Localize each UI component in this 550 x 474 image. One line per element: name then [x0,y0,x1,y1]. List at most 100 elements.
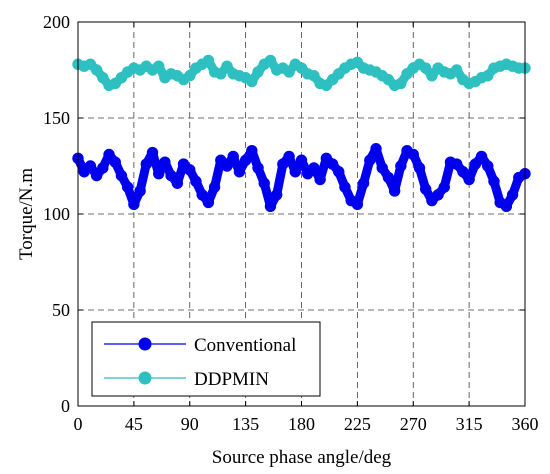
legend-marker-ddpmin [138,371,152,385]
data-point-conventional [407,148,419,161]
y-axis-label: Torque/N.m [16,168,37,260]
data-point-conventional [233,166,246,178]
data-point-conventional [277,158,289,170]
data-point-ddpmin [202,54,215,67]
data-point-conventional [165,169,177,182]
x-tick-label: 270 [400,414,427,434]
data-point-ddpmin [215,68,227,80]
data-point-conventional [270,189,283,201]
x-tick-label: 225 [344,414,371,434]
legend-entry-ddpmin: DDPMIN [104,369,269,390]
data-point-conventional [438,181,450,193]
x-tick-label: 315 [456,414,483,434]
data-point-conventional [134,185,146,197]
data-point-conventional [128,198,140,211]
x-tick-label: 135 [232,414,259,434]
data-point-ddpmin [283,66,295,78]
data-point-conventional [326,158,339,170]
data-point-conventional [84,160,97,172]
data-point-conventional [457,166,469,178]
data-point-conventional [202,196,215,209]
data-point-conventional [388,185,401,197]
data-point-conventional [246,144,258,157]
data-point-ddpmin [395,77,407,90]
data-point-conventional [289,166,301,178]
data-point-conventional [115,169,128,182]
y-tick-label: 50 [52,300,70,320]
y-tick-label: 0 [61,396,70,416]
x-tick-label: 180 [288,414,315,434]
data-point-conventional [351,198,364,211]
data-point-conventional [339,181,351,193]
data-point-conventional [258,177,270,189]
data-point-conventional [451,158,463,170]
data-point-ddpmin [451,64,463,76]
legend-label-ddpmin: DDPMIN [194,369,269,390]
y-tick-label: 150 [43,108,70,128]
data-point-conventional [364,154,376,166]
data-point-conventional [469,158,482,170]
data-point-conventional [382,171,395,184]
data-point-conventional [376,162,388,174]
data-point-conventional [146,146,159,159]
data-point-conventional [482,160,494,172]
data-point-conventional [227,150,239,163]
data-point-conventional [159,156,171,168]
data-point-conventional [121,181,134,193]
data-point-ddpmin [308,70,320,82]
series-ddpmin [72,54,531,92]
data-point-conventional [357,177,370,189]
data-point-conventional [190,175,202,188]
y-tick-label: 200 [43,12,70,32]
x-axis-label: Source phase angle/deg [212,447,392,468]
data-point-ddpmin [184,70,196,82]
data-point-conventional [208,181,221,193]
data-point-conventional [314,173,326,186]
data-point-ddpmin [153,60,165,72]
data-point-conventional [196,189,208,201]
data-point-conventional [413,162,426,174]
data-point-conventional [140,158,152,170]
x-tick-label: 360 [512,414,539,434]
data-point-conventional [475,150,488,163]
data-point-conventional [239,154,252,166]
data-point-conventional [333,166,345,178]
series-conventional [72,143,531,213]
data-point-conventional [97,162,109,174]
legend-box [91,321,321,397]
data-point-conventional [419,183,432,195]
data-point-conventional [432,189,444,201]
data-point-ddpmin [221,60,233,72]
data-point-conventional [295,154,308,166]
data-point-ddpmin [482,70,494,82]
data-point-conventional [283,150,295,163]
data-point-ddpmin [419,62,432,74]
data-point-ddpmin [246,75,258,88]
x-tick-label: 90 [181,414,199,434]
data-point-conventional [264,200,277,213]
legend-entry-conventional: Conventional [104,335,296,356]
y-tick-label: 100 [43,204,70,224]
data-point-conventional [153,167,165,180]
data-point-ddpmin [264,54,277,67]
data-point-ddpmin [90,64,103,76]
data-point-ddpmin [426,70,438,82]
data-point-conventional [109,156,121,168]
data-point-conventional [488,175,500,188]
data-point-ddpmin [97,71,109,84]
data-point-ddpmin [252,66,264,78]
legend-marker-conventional [138,337,152,351]
series-layer [72,54,531,213]
data-point-conventional [252,162,264,174]
legend-label-conventional: Conventional [194,335,296,356]
ticks: 0 45 90 135 180 225 270 315 360 0 50 100 150 200 [43,12,539,434]
data-point-conventional [308,162,320,174]
data-point-conventional [506,189,519,201]
data-point-conventional [221,160,233,172]
legend: Conventional DDPMIN [91,321,321,397]
data-point-conventional [500,200,513,213]
data-point-conventional [395,160,407,172]
x-tick-label: 45 [125,414,143,434]
